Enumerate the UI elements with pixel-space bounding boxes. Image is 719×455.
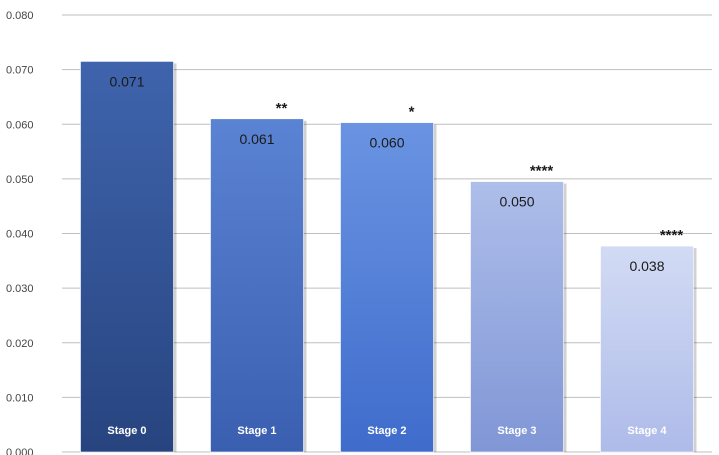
bar-labels: 0.071 Stage 0 0.061** Stage 1 0.060 * Stage 2 0… — [107, 73, 683, 437]
bar-stage-3 — [470, 181, 564, 453]
bar-stage-1 — [210, 118, 304, 453]
y-tick-label: 0.060 — [6, 119, 34, 131]
bar-stage-2 — [340, 122, 434, 453]
category-label: Stage 4 — [627, 425, 667, 437]
y-tick-label: 0.000 — [6, 447, 34, 455]
data-label: 0.071 — [109, 73, 144, 89]
y-tick-label: 0.040 — [6, 229, 34, 241]
y-tick-label: 0.070 — [6, 65, 34, 77]
data-label: 0.060 — [369, 135, 404, 151]
significance-label: * — [409, 104, 415, 121]
significance-label: **** — [660, 227, 684, 244]
category-label: Stage 0 — [107, 425, 146, 437]
y-tick-label: 0.080 — [6, 10, 34, 22]
bar-stage-0 — [80, 61, 174, 453]
data-label: 0.050 — [499, 194, 534, 210]
y-tick-label: 0.020 — [6, 338, 34, 350]
y-tick-label: 0.010 — [6, 392, 34, 404]
category-label: Stage 2 — [367, 425, 406, 437]
bar-stage-4 — [600, 245, 694, 453]
y-tick-label: 0.050 — [6, 174, 34, 186]
y-axis-tick-labels: 0.000 0.010 0.020 0.030 0.040 0.050 0.060 0.070… — [6, 10, 34, 455]
y-tick-label: 0.030 — [6, 283, 34, 295]
significance-label: ** — [276, 100, 288, 117]
significance-label: **** — [530, 163, 554, 180]
category-label: Stage 1 — [237, 425, 276, 437]
bars — [80, 61, 697, 453]
data-label: 0.038 — [629, 258, 664, 274]
data-label: 0.061 — [239, 131, 274, 147]
category-label: Stage 3 — [497, 425, 536, 437]
